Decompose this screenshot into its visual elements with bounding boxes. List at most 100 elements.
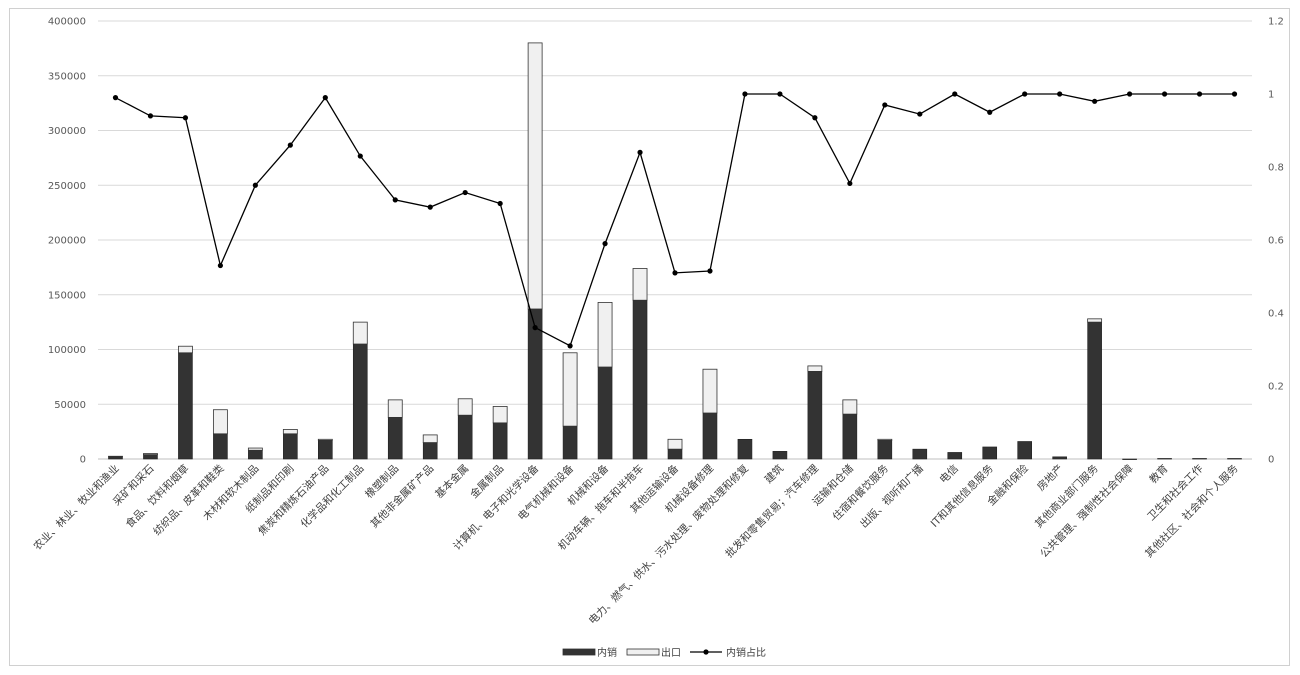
bar-domestic bbox=[1087, 321, 1102, 460]
left-axis-tick-label: 400000 bbox=[48, 17, 86, 28]
right-axis-tick-label: 0.8 bbox=[1268, 163, 1284, 174]
left-axis-tick-label: 50000 bbox=[54, 400, 86, 411]
bar-export bbox=[282, 429, 298, 435]
bar-domestic bbox=[947, 452, 963, 460]
bar-domestic bbox=[842, 413, 858, 460]
category-label: 食品、饮料和烟草 bbox=[123, 462, 192, 531]
ratio-point bbox=[707, 268, 713, 274]
ratio-point bbox=[637, 149, 643, 155]
category-label: 教育 bbox=[1147, 462, 1171, 486]
bar-export bbox=[1087, 318, 1103, 323]
ratio-point bbox=[1231, 91, 1238, 97]
bar-domestic bbox=[527, 308, 543, 460]
bar-export bbox=[317, 438, 333, 441]
bar-domestic bbox=[737, 438, 753, 460]
bar-domestic bbox=[772, 451, 788, 460]
bar-domestic bbox=[632, 299, 648, 460]
ratio-point bbox=[1196, 91, 1203, 97]
ratio-point bbox=[287, 142, 293, 148]
bar-export bbox=[527, 42, 543, 310]
ratio-point bbox=[392, 197, 398, 203]
left-axis-tick-label: 100000 bbox=[48, 345, 86, 356]
right-axis-ticks: 0 0.2 0.4 0.6 0.8 1 1.2 bbox=[1268, 17, 1284, 466]
bar-export bbox=[247, 447, 263, 451]
bar-domestic bbox=[912, 448, 928, 460]
ratio-line bbox=[115, 93, 1235, 347]
ratio-point bbox=[987, 109, 993, 115]
bar-export bbox=[597, 302, 613, 368]
ratio-point bbox=[217, 262, 223, 269]
right-axis-tick-label: 0 bbox=[1268, 455, 1274, 466]
bar-domestic bbox=[667, 448, 683, 460]
bar-domestic bbox=[422, 442, 438, 460]
right-axis-tick-label: 1 bbox=[1268, 90, 1274, 101]
left-axis-tick-label: 150000 bbox=[48, 290, 86, 301]
category-label: 农业、林业、牧业和渔业 bbox=[31, 462, 122, 553]
legend-swatch-domestic bbox=[562, 648, 596, 656]
ratio-point bbox=[742, 91, 748, 97]
bar-export bbox=[562, 352, 578, 427]
bar-domestic bbox=[352, 343, 368, 460]
left-axis-tick-label: 200000 bbox=[48, 236, 86, 247]
ratio-point bbox=[952, 91, 958, 97]
bar-export bbox=[422, 434, 438, 443]
ratio-point bbox=[1161, 91, 1168, 97]
category-label: 化学品和化工制品 bbox=[298, 462, 367, 531]
ratio-point bbox=[497, 200, 503, 207]
category-label: 基本金属 bbox=[432, 462, 471, 501]
ratio-point bbox=[112, 95, 119, 101]
ratio-point bbox=[147, 113, 154, 119]
ratio-point bbox=[1022, 91, 1028, 97]
bar-domestic bbox=[877, 440, 893, 460]
chart-canvas: 0 50000 100000 150000 200000 250000 300000 3500… bbox=[31, 17, 1284, 660]
left-axis-tick-label: 300000 bbox=[48, 126, 86, 137]
right-axis-tick-label: 0.2 bbox=[1268, 382, 1284, 393]
bar-export bbox=[877, 438, 893, 441]
ratio-point bbox=[1057, 91, 1063, 97]
bar-export bbox=[667, 438, 683, 450]
legend-label-ratio: 内销占比 bbox=[726, 646, 766, 659]
ratio-point bbox=[602, 241, 608, 247]
ratio-point bbox=[427, 204, 433, 210]
bar-domestic bbox=[702, 412, 718, 460]
bar-domestic bbox=[318, 440, 333, 460]
ratio-point bbox=[882, 102, 888, 108]
category-label: 建筑 bbox=[762, 462, 786, 486]
ratio-line-series bbox=[112, 91, 1238, 349]
right-axis-tick-label: 0.4 bbox=[1268, 309, 1284, 320]
ratio-point bbox=[847, 180, 853, 187]
legend: 内销 出口 内销占比 bbox=[562, 646, 766, 659]
bar-export bbox=[842, 399, 858, 415]
right-axis-tick-label: 1.2 bbox=[1268, 17, 1284, 28]
bar-export bbox=[352, 321, 368, 345]
right-axis-tick-label: 0.6 bbox=[1268, 236, 1284, 247]
bar-domestic bbox=[1157, 458, 1172, 460]
bar-domestic bbox=[248, 449, 263, 460]
bar-domestic bbox=[1017, 441, 1032, 460]
bar-domestic bbox=[982, 446, 998, 460]
bar-domestic bbox=[178, 352, 193, 460]
legend-swatch-export bbox=[626, 648, 660, 656]
bar-domestic bbox=[562, 425, 578, 460]
ratio-point bbox=[777, 91, 783, 97]
bar-domestic bbox=[143, 454, 158, 460]
bar-export bbox=[492, 406, 508, 424]
bar-export bbox=[702, 368, 718, 414]
bar-domestic bbox=[807, 371, 823, 460]
ratio-point bbox=[1127, 91, 1133, 97]
bars bbox=[108, 42, 1242, 460]
legend-label-domestic: 内销 bbox=[597, 646, 617, 659]
ratio-point bbox=[567, 343, 573, 349]
ratio-point bbox=[357, 153, 363, 159]
ratio-point bbox=[182, 115, 189, 121]
bar-export bbox=[632, 268, 648, 301]
bar-export bbox=[212, 409, 228, 435]
left-axis-tick-label: 250000 bbox=[48, 181, 86, 192]
bar-domestic bbox=[1052, 456, 1067, 460]
bar-domestic bbox=[1192, 458, 1207, 460]
bar-domestic bbox=[283, 433, 298, 460]
bar-domestic bbox=[597, 366, 613, 460]
bar-export bbox=[457, 398, 473, 416]
bar-export bbox=[143, 453, 158, 456]
bar-export bbox=[178, 345, 193, 354]
